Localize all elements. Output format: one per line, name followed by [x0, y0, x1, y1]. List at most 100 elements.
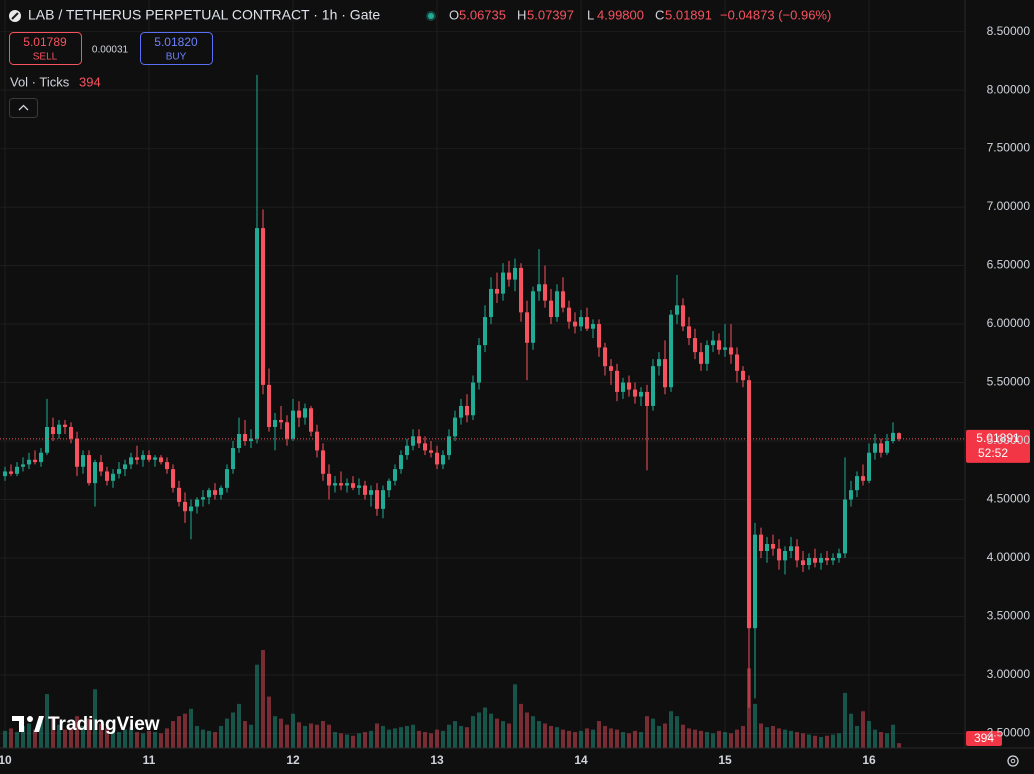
- candle-body: [356, 485, 361, 488]
- volume-bar: [572, 732, 577, 748]
- legend-value: 5.06735: [459, 7, 506, 22]
- candle-body: [488, 288, 493, 318]
- volume-bar: [662, 723, 667, 748]
- candle-body: [38, 452, 43, 463]
- volume-bar: [128, 727, 133, 748]
- volume-bar: [458, 725, 463, 748]
- candle-body: [788, 546, 793, 551]
- volume-bar: [260, 650, 265, 748]
- volume-bar: [188, 708, 193, 748]
- candle-body: [812, 558, 817, 563]
- volume-bar: [170, 721, 175, 748]
- buy-label: BUY: [166, 52, 187, 63]
- volume-bar: [350, 735, 355, 748]
- candle-body: [302, 408, 307, 418]
- volume-bar: [530, 716, 535, 748]
- candle-body: [680, 305, 685, 327]
- y-tick-label: 7.00000: [987, 199, 1031, 213]
- candle-body: [98, 462, 103, 472]
- candle-body: [380, 490, 385, 509]
- candle-body: [200, 497, 205, 500]
- settings-icon[interactable]: [1007, 755, 1019, 767]
- y-tick-label: 5.00000: [987, 433, 1031, 447]
- volume-bar: [164, 728, 169, 748]
- volume-bar: [200, 729, 205, 748]
- legend-key: L: [587, 7, 594, 22]
- candle-body: [242, 434, 247, 442]
- candle-body: [614, 370, 619, 392]
- logo-mark: [12, 716, 44, 732]
- volume-bar: [482, 707, 487, 748]
- volume-bar: [512, 684, 517, 748]
- volume-bar: [242, 721, 247, 748]
- candle-body: [758, 534, 763, 551]
- candle-body: [320, 450, 325, 474]
- candle-body: [860, 476, 865, 481]
- volume-bar: [722, 732, 727, 748]
- y-tick-label: 3.50000: [987, 609, 1031, 623]
- volume-bar: [212, 732, 217, 748]
- candle-body: [626, 382, 631, 390]
- candle-body: [548, 300, 553, 318]
- candle-body: [104, 471, 109, 481]
- symbol-title[interactable]: LAB / TETHERUS PERPETUAL CONTRACT · 1h ·…: [28, 7, 380, 23]
- candle-body: [536, 284, 541, 292]
- volume-bar: [140, 733, 145, 748]
- candle-body: [296, 410, 301, 418]
- volume-bar: [416, 730, 421, 748]
- candle-body: [482, 317, 487, 346]
- candle-body: [290, 410, 295, 439]
- volume-bar: [596, 721, 601, 748]
- volume-bar: [206, 730, 211, 748]
- candle-body: [476, 345, 481, 383]
- volume-bar: [500, 721, 505, 748]
- volume-bar: [692, 729, 697, 748]
- sell-button[interactable]: [9, 32, 82, 65]
- candle-body: [368, 490, 373, 495]
- y-tick-label: 3.00000: [987, 667, 1031, 681]
- volume-bar: [98, 723, 103, 748]
- candle-body: [218, 487, 223, 495]
- volume-bar: [896, 743, 901, 748]
- legend-value: 5.07397: [527, 7, 574, 22]
- candle-body: [50, 426, 55, 435]
- candle-body: [20, 464, 25, 467]
- candle-body: [530, 291, 535, 343]
- collapse-icon: [18, 104, 29, 111]
- volume-bar: [272, 716, 277, 748]
- candle-body: [566, 307, 571, 322]
- candle-body: [254, 228, 259, 439]
- volume-bar: [68, 727, 73, 748]
- volume-bar: [860, 711, 865, 748]
- volume-tag: [966, 731, 1002, 746]
- candle-body: [722, 347, 727, 350]
- volume-bar: [866, 721, 871, 748]
- volume-bar: [746, 668, 751, 748]
- candle-body: [710, 340, 715, 346]
- buy-button[interactable]: [140, 32, 213, 65]
- volume-bar: [680, 724, 685, 748]
- candle-body: [80, 455, 85, 467]
- volume-bar: [776, 728, 781, 748]
- volume-bar: [8, 728, 13, 748]
- candle-body: [122, 464, 127, 470]
- collapse-button[interactable]: [9, 98, 38, 118]
- candle-body: [542, 284, 547, 301]
- candle-body: [524, 312, 529, 343]
- candle-body: [350, 483, 355, 488]
- candle-body: [494, 288, 499, 294]
- candle-body: [68, 426, 73, 439]
- candle-body: [806, 558, 811, 566]
- volume-bar: [518, 703, 523, 748]
- volume-bar: [434, 729, 439, 748]
- candle-body: [836, 553, 841, 559]
- volume-bar: [674, 716, 679, 748]
- volume-bar: [428, 733, 433, 748]
- volume-bar: [476, 712, 481, 748]
- logo-text: TradingView: [48, 714, 160, 735]
- candle-body: [464, 405, 469, 416]
- volume-bar: [644, 716, 649, 748]
- volume-bar: [494, 718, 499, 748]
- candle-body: [668, 314, 673, 388]
- y-tick-label: 2.50000: [987, 726, 1031, 740]
